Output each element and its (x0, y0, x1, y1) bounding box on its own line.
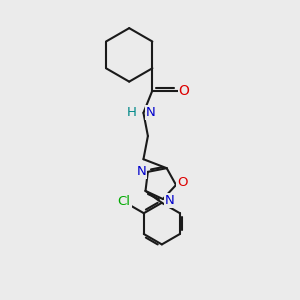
Text: N: N (165, 194, 174, 207)
Text: H: H (127, 106, 137, 119)
Text: N: N (136, 165, 146, 178)
Text: O: O (179, 84, 190, 98)
Text: O: O (177, 176, 188, 189)
Text: Cl: Cl (118, 195, 130, 208)
Text: N: N (146, 106, 156, 119)
